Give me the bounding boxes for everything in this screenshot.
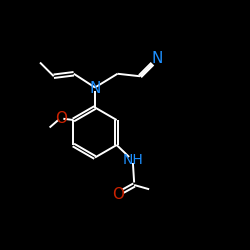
Text: NH: NH [122, 153, 143, 167]
Text: N: N [89, 81, 101, 96]
Text: N: N [152, 51, 163, 66]
Text: O: O [55, 111, 67, 126]
Text: O: O [112, 187, 124, 202]
